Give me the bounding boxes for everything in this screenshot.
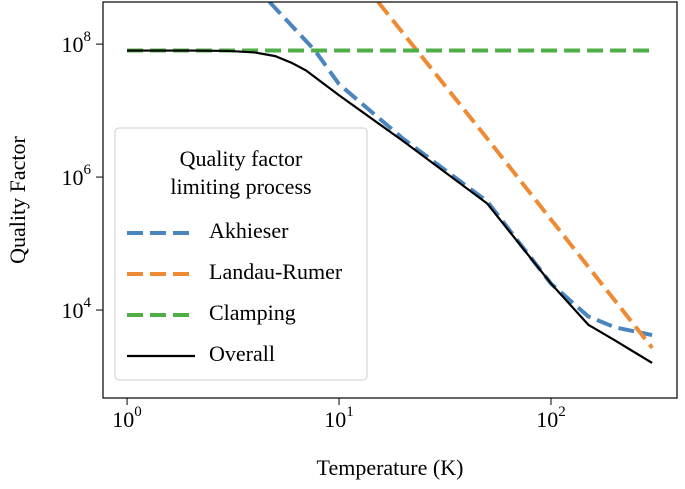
y-tick-label: 104: [62, 295, 92, 323]
legend-label: Landau-Rumer: [209, 259, 343, 284]
x-tick-label: 101: [324, 404, 354, 432]
legend-title: Quality factor: [180, 146, 303, 171]
legend-label: Clamping: [209, 300, 296, 325]
legend-title: limiting process: [170, 174, 311, 199]
series-line: [127, 49, 653, 364]
y-tick-label: 106: [62, 163, 92, 191]
x-tick-label: 102: [536, 404, 566, 432]
x-tick-label: 100: [112, 404, 142, 432]
plot-frame: [102, 1, 678, 399]
y-tick-label: 108: [62, 30, 92, 58]
legend-label: Akhieser: [209, 218, 289, 243]
series-line: [376, 2, 654, 350]
x-axis-label: Temperature (K): [317, 455, 464, 480]
series-line: [268, 2, 653, 338]
y-axis-label: Quality Factor: [5, 135, 30, 263]
legend-label: Overall: [209, 341, 275, 366]
